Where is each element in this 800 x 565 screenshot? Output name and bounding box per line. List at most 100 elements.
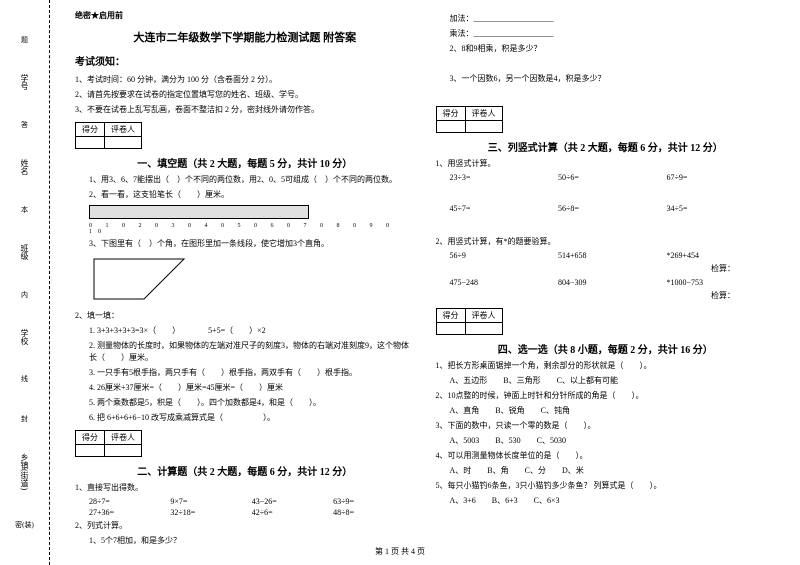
s4-q5: 5、每只小猫钓6条鱼，3只小猫钓多少条鱼？ 列算式是（ ）。 — [436, 480, 776, 492]
s3-q2-label: 2、用竖式计算，有*的题要验算。 — [436, 236, 776, 248]
ruler-graphic — [89, 205, 309, 219]
s4-q1: 1、把长方形桌面锯掉一个角，剩余部分的形状就是（ ）。 — [436, 360, 776, 372]
grader-header: 评卷人 — [465, 107, 502, 121]
s4-q3: 3、下面的数中，只读一个零的数是（ ）。 — [436, 420, 776, 432]
calc-row-2: 27+36= 32÷18= 42÷6= 48÷8= — [75, 508, 415, 517]
calc-item: *269+454 — [667, 251, 776, 260]
calc-item: 804−309 — [558, 278, 667, 287]
content-area: 绝密★启用前 大连市二年级数学下学期能力检测试题 附答案 考试须知： 1、考试时… — [50, 0, 800, 565]
s4-q4-opts: A、时 B、角 C、分 D、米 — [436, 465, 776, 477]
section-2-title: 二、计算题（共 2 大题，每题 6 分，共计 12 分） — [75, 463, 415, 478]
score-cell — [436, 323, 465, 335]
q2-5: 5. 两个乘数都是5，积是（ ）。四个加数都是4，和是（ ）。 — [75, 397, 415, 409]
score-box-1: 得分评卷人 — [75, 122, 142, 149]
calc-item: 27+36= — [89, 508, 170, 517]
score-box-4: 得分评卷人 — [436, 308, 503, 335]
left-column: 绝密★启用前 大连市二年级数学下学期能力检测试题 附答案 考试须知： 1、考试时… — [65, 10, 426, 555]
grader-header: 评卷人 — [465, 309, 502, 323]
score-box-2: 得分评卷人 — [75, 430, 142, 457]
calc-item: 48÷8= — [333, 508, 414, 517]
s4-q1-opts: A、五边形 B、三角形 C、以上都有可能 — [436, 375, 776, 387]
calc-item: 23÷3= — [450, 173, 559, 182]
paper-title: 大连市二年级数学下学期能力检测试题 附答案 — [75, 29, 415, 45]
label-student-id: 学号 — [19, 74, 30, 90]
score-header: 得分 — [436, 107, 465, 121]
add-line: 加法：____________________ — [436, 13, 776, 25]
q1-3: 3、下图里有（ ）个角，在图形里加一条线段，使它增加3个直角。 — [75, 238, 415, 250]
score-header: 得分 — [76, 123, 105, 137]
right-column: 加法：____________________ 乘法：_____________… — [426, 10, 786, 555]
calc-item: 9×7= — [170, 497, 251, 506]
s3-q1-label: 1、用竖式计算。 — [436, 158, 776, 170]
page-footer: 第 1 页 共 4 页 — [0, 546, 800, 557]
margin-marker: 封 — [21, 414, 28, 424]
score-header: 得分 — [76, 431, 105, 445]
q1-2: 2、看一看，这支铅笔长（ ）厘米。 — [75, 189, 415, 201]
calc-item: 50÷6= — [558, 173, 667, 182]
section-4-title: 四、选一选（共 8 小题，每题 2 分，共计 16 分） — [436, 341, 776, 356]
calc-item: 28÷7= — [89, 497, 170, 506]
label-name: 姓名 — [19, 159, 30, 175]
check-1: 检算： — [436, 263, 776, 275]
calc-item: 43−26= — [252, 497, 333, 506]
trapezoid-shape — [89, 254, 189, 304]
margin-marker: 本 — [21, 205, 28, 215]
q2-1: 1. 3+3+3+3+3=3×（ ） 5+5=（ ）×2 — [75, 325, 415, 337]
s2-q2-2: 2、8和9相乘，积是多少？ — [436, 43, 776, 55]
q2-2: 2. 测量物体的长度时，如果物体的左端对准尺子的刻度3，物体的右端对准刻度9，这… — [75, 340, 415, 364]
q2-4: 4. 26厘米+37厘米=（ ）厘米=45厘米=（ ）厘米 — [75, 382, 415, 394]
section-1-title: 一、填空题（共 2 大题，每题 5 分，共计 10 分） — [75, 155, 415, 170]
grader-cell — [105, 137, 142, 149]
grader-cell — [465, 323, 502, 335]
calc-row-1: 28÷7= 9×7= 43−26= 63÷9= — [75, 497, 415, 506]
calc-item: 34÷5= — [667, 204, 776, 213]
calc-item: 63÷9= — [333, 497, 414, 506]
grader-header: 评卷人 — [105, 431, 142, 445]
s4-q2-opts: A、直角 B、锐角 C、钝角 — [436, 405, 776, 417]
calc-item: 514+658 — [558, 251, 667, 260]
margin-marker: 题 — [21, 35, 28, 45]
notice-1: 1、考试时间：60 分钟，满分为 100 分（含卷面分 2 分）。 — [75, 74, 415, 86]
s3-row-2: 45÷7= 56÷8= 34÷5= — [436, 204, 776, 213]
grader-cell — [105, 445, 142, 457]
margin-marker: 答 — [21, 120, 28, 130]
calc-item: 42÷6= — [252, 508, 333, 517]
notice-header: 考试须知： — [75, 53, 415, 68]
section-3-title: 三、列竖式计算（共 2 大题，每题 6 分，共计 12 分） — [436, 139, 776, 154]
shape-container — [75, 254, 415, 306]
binding-margin: 题 学号 答 姓名 本 班级 内 学校 线 封 乡镇(街道) 密(装) — [0, 0, 50, 565]
calc-item: 67÷9= — [667, 173, 776, 182]
margin-marker: 线 — [21, 374, 28, 384]
s4-q4: 4、可以用测量物体长度单位的是（ ）。 — [436, 450, 776, 462]
s4-q3-opts: A、5003 B、530 C、5030 — [436, 435, 776, 447]
margin-marker: 内 — [21, 290, 28, 300]
page-container: 题 学号 答 姓名 本 班级 内 学校 线 封 乡镇(街道) 密(装) 绝密★启… — [0, 0, 800, 565]
grader-header: 评卷人 — [105, 123, 142, 137]
check-2: 检算： — [436, 290, 776, 302]
grader-cell — [465, 121, 502, 133]
score-cell — [436, 121, 465, 133]
s2-q1-label: 1、直接写出得数。 — [75, 482, 415, 494]
notice-3: 3、不要在试卷上乱写乱画，卷面不整洁扣 2 分，密封线外请勿作答。 — [75, 104, 415, 116]
s2-q2-label: 2、列式计算。 — [75, 520, 415, 532]
s3-row-4: 475−248 804−309 *1000−753 — [436, 278, 776, 287]
s3-row-1: 23÷3= 50÷6= 67÷9= — [436, 173, 776, 182]
score-cell — [76, 445, 105, 457]
q2-6: 6. 把 6+6+6+6−10 改写成乘减算式是（ ）。 — [75, 412, 415, 424]
s4-q2: 2、10点整的时候，钟面上时针和分针所成的角是（ ）。 — [436, 390, 776, 402]
label-class: 班级 — [19, 244, 30, 260]
q2-3: 3. 一只手有5根手指，两只手有（ ）根手指，两双手有（ ）根手指。 — [75, 367, 415, 379]
s2-q2-3: 3、一个因数6，另一个因数是4，积是多少？ — [436, 73, 776, 85]
score-header: 得分 — [436, 309, 465, 323]
q2-label: 2、填一填： — [75, 310, 415, 322]
score-cell — [76, 137, 105, 149]
calc-item: *1000−753 — [667, 278, 776, 287]
secret-label: 绝密★启用前 — [75, 10, 415, 21]
mul-line: 乘法：____________________ — [436, 28, 776, 40]
q1-1: 1、用3、6、7能摆出（ ）个不同的两位数，用2、0、5可组成（ ）个不同的两位… — [75, 174, 415, 186]
ruler-numbers: 0 1 0 2 0 3 0 4 0 5 0 6 0 7 0 8 0 9 0 10 — [75, 223, 415, 235]
s4-q5-opts: A、3+6 B、6+3 C、6×3 — [436, 495, 776, 507]
calc-item: 475−248 — [450, 278, 559, 287]
score-box-3: 得分评卷人 — [436, 106, 503, 133]
label-town: 乡镇(街道) — [19, 453, 30, 490]
